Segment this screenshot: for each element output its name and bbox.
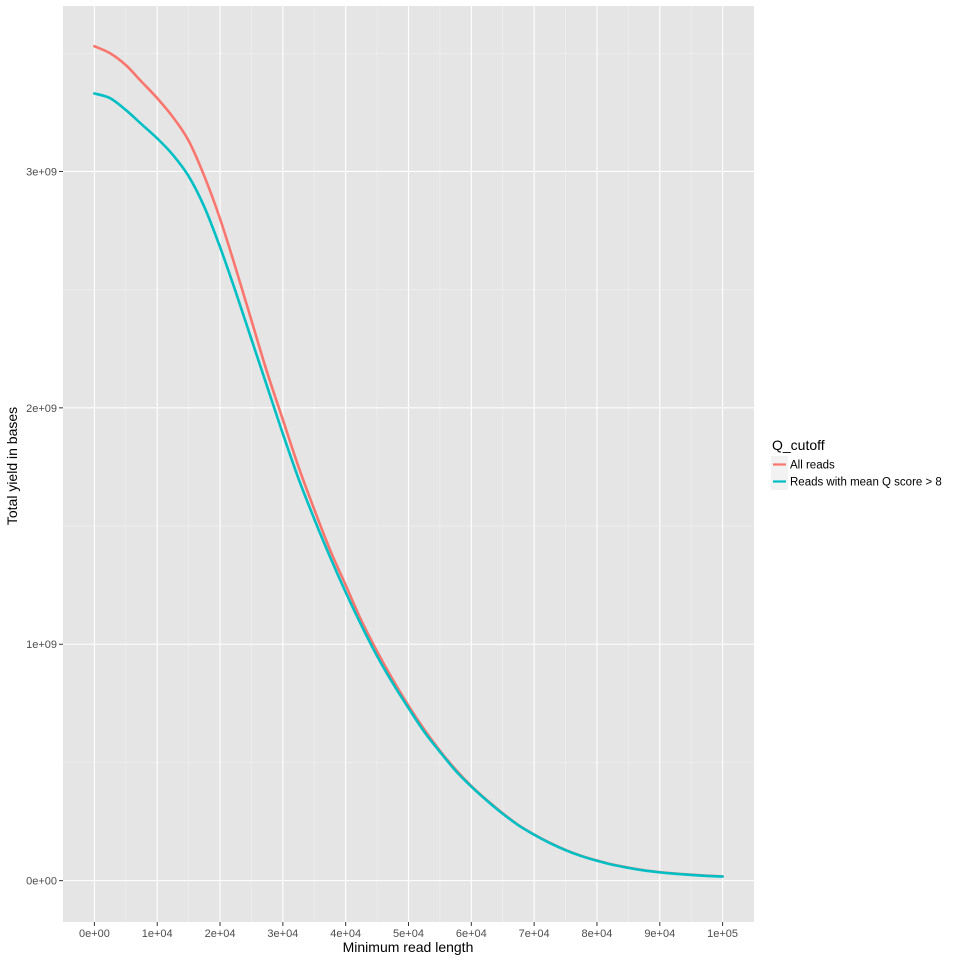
x-axis: 0e+00 1e+04 2e+04 3e+04 4e+04 5e+04 6e+04 7e+04… [79, 922, 738, 940]
y-axis-title: Total yield in bases [4, 407, 20, 525]
x-tick-label: 0e+00 [79, 928, 110, 940]
major-gridlines [63, 6, 754, 922]
x-tick-label: 1e+04 [142, 928, 173, 940]
x-tick-label: 8e+04 [582, 928, 613, 940]
x-tick-label: 3e+04 [267, 928, 298, 940]
y-tick-label: 1e+09 [26, 639, 57, 651]
x-tick-label: 1e+05 [707, 928, 738, 940]
x-axis-title: Minimum read length [343, 939, 474, 955]
y-tick-label: 0e+00 [26, 876, 57, 888]
legend-title: Q_cutoff [772, 437, 825, 453]
series-lines [93, 44, 724, 878]
series-line-2 [93, 92, 724, 878]
legend-label: Reads with mean Q score > 8 [790, 477, 942, 489]
legend-items: All reads Reads with mean Q score > 8 [771, 456, 942, 490]
y-tick-label: 3e+09 [26, 166, 57, 178]
x-tick-label: 2e+04 [205, 928, 236, 940]
y-tick-label: 2e+09 [26, 403, 57, 415]
x-tick-label: 7e+04 [519, 928, 550, 940]
x-tick-label: 6e+04 [456, 928, 487, 940]
y-axis: 0e+00 1e+09 2e+09 3e+09 [26, 166, 63, 888]
x-tick-label: 5e+04 [393, 928, 424, 940]
x-tick-label: 9e+04 [644, 928, 675, 940]
x-tick-label: 4e+04 [330, 928, 361, 940]
legend: Q_cutoff All reads Reads with mean Q scor… [771, 437, 942, 490]
legend-label: All reads [790, 460, 835, 472]
